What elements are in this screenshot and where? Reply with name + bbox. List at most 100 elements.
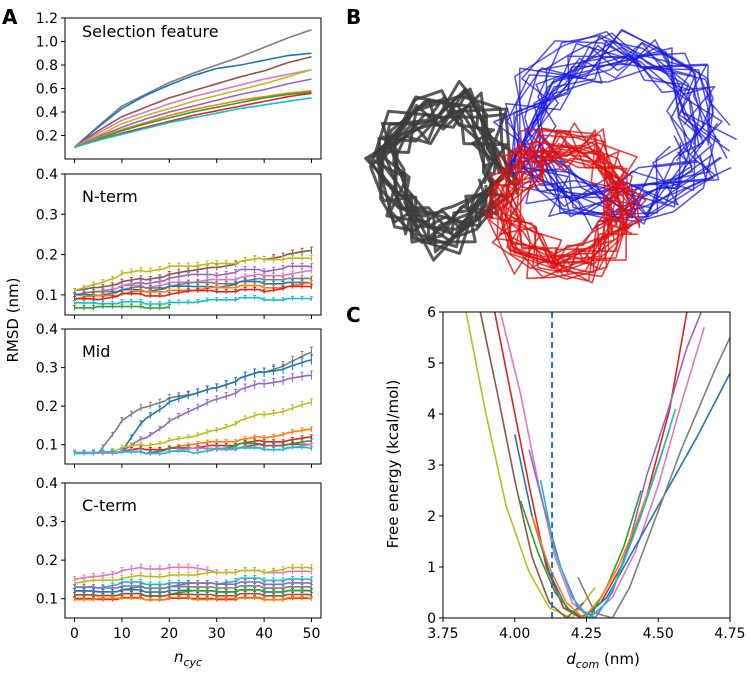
left-x-label-sub: cyc [183, 656, 202, 669]
series-line [74, 359, 312, 454]
y-tick-label: 0.2 [36, 129, 58, 145]
backbone-trace [489, 151, 639, 274]
panel-frame [64, 173, 322, 316]
panel-frame [442, 311, 731, 619]
series-line [74, 351, 312, 455]
y-tick-label: 3 [427, 458, 436, 474]
series-line [74, 68, 312, 149]
series-line [74, 249, 312, 292]
backbone-trace [517, 40, 708, 219]
y-tick-label: 6 [427, 305, 436, 321]
panel-title: C-term [82, 496, 137, 515]
y-tick-label: 0.3 [36, 361, 58, 377]
backbone-trace [491, 128, 638, 270]
series-s5 [74, 68, 312, 149]
series-line [74, 566, 312, 581]
fe-curve-f3 [493, 312, 688, 618]
left-x-axis-label: ncyc [174, 648, 202, 669]
x-tick-label: 10 [113, 626, 131, 642]
panel-frame [64, 482, 322, 619]
series-s10 [72, 444, 314, 456]
series-s8 [74, 91, 312, 149]
series-line [74, 401, 312, 455]
series-line [74, 280, 312, 297]
x-tick-label: 20 [160, 626, 178, 642]
backbone-trace [508, 122, 635, 270]
series-s8 [72, 283, 314, 302]
series-s2 [72, 563, 314, 586]
backbone-trace [499, 147, 641, 273]
backbone-trace [486, 152, 629, 284]
domain-3c3c3c [364, 79, 519, 262]
right-x-axis-label: dcom (nm) [566, 650, 640, 671]
fe-curve-f2 [479, 312, 585, 618]
series-line [74, 97, 312, 149]
backbone-trace [504, 34, 719, 230]
series-s9 [72, 295, 314, 307]
fe-curve-f6 [514, 372, 730, 618]
panel-title: Selection feature [82, 22, 219, 41]
series-s3 [74, 56, 312, 148]
y-tick-label: 0.8 [36, 58, 58, 74]
series-line [74, 257, 312, 292]
y-tick-label: 0.1 [36, 592, 58, 608]
series-line [74, 68, 312, 148]
backbone-trace [367, 112, 519, 233]
series-s2 [73, 52, 312, 148]
x-tick-label: 4.75 [714, 626, 745, 642]
series-s10 [72, 303, 171, 311]
rmsd-panel-1: 0.2 0.4 0.6 0.8 1.0 1.2 Selection feature [36, 11, 322, 163]
y-tick-label: 0.4 [36, 167, 58, 183]
series-line [73, 52, 312, 148]
y-tick-label: 0.1 [36, 288, 58, 304]
x-tick-label: 4.50 [643, 626, 674, 642]
y-tick-label: 0.2 [36, 399, 58, 415]
backbone-trace [369, 79, 515, 249]
panel-label-c: C [346, 303, 361, 327]
series-s7 [74, 90, 312, 149]
free-energy-curves [465, 312, 730, 618]
series-line [74, 56, 312, 148]
series-s4 [74, 68, 312, 148]
right-x-label-unit: (nm) [599, 650, 640, 668]
y-tick-label: 0.4 [36, 322, 58, 338]
right-x-label-main: d [566, 650, 576, 668]
y-tick-label: 0.3 [36, 207, 58, 223]
left-x-label-main: n [174, 648, 184, 666]
rmsd-panel-2: 0.1 0.2 0.3 0.4 N-term [36, 167, 322, 319]
series-line [74, 446, 312, 455]
y-tick-label: 0 [427, 611, 436, 627]
rmsd-panel-4: 0.1 0.2 0.3 0.4 0 10 20 30 40 50 C-term [36, 476, 322, 642]
backbone-trace [515, 41, 713, 208]
series-line [74, 296, 312, 305]
panel-title: N-term [82, 187, 138, 206]
x-tick-label: 0 [70, 626, 79, 642]
series-line [74, 91, 312, 149]
right-x-label-sub: com [576, 658, 600, 671]
y-tick-label: 5 [427, 356, 436, 372]
fe-curve-f4 [499, 312, 705, 618]
x-tick-label: 4.25 [571, 626, 602, 642]
x-tick-label: 3.75 [427, 626, 458, 642]
series-line [74, 596, 312, 601]
series-line [73, 29, 312, 148]
domain-e01010 [484, 122, 647, 284]
protein-structure-image [364, 28, 737, 284]
series-s10 [74, 97, 312, 149]
series-line [74, 285, 312, 301]
panel-label-b: B [346, 5, 361, 29]
series-s10 [72, 594, 314, 602]
series-line [74, 78, 312, 149]
x-tick-label: 40 [255, 626, 273, 642]
series-s2 [72, 254, 314, 293]
backbone-trace [499, 127, 631, 274]
left-y-axis-label: RMSD (nm) [4, 277, 22, 362]
backbone-trace [489, 143, 644, 270]
x-tick-label: 30 [208, 626, 226, 642]
y-tick-label: 0.4 [36, 105, 58, 121]
backbone-trace [381, 94, 512, 243]
series-s6 [74, 78, 312, 149]
right-y-axis-label: Free energy (kcal/mol) [384, 380, 402, 549]
